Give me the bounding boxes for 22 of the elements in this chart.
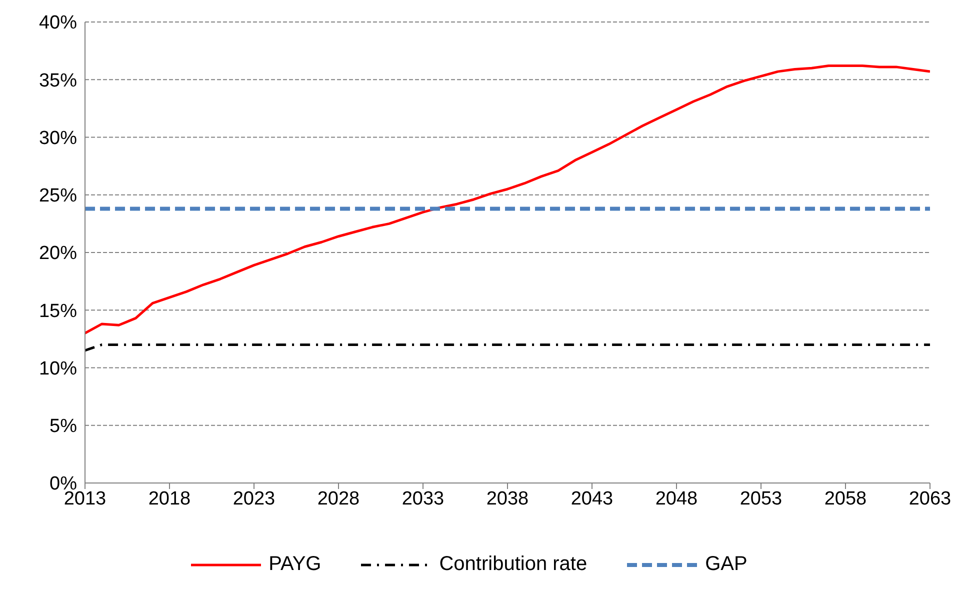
y-tick-label: 40% — [38, 12, 78, 34]
x-tick-label: 2023 — [232, 488, 276, 510]
x-tick-label: 2048 — [655, 488, 698, 510]
x-tick-label: 2058 — [824, 488, 867, 510]
y-tick-label: 5% — [50, 416, 78, 438]
x-tick-label: 2038 — [486, 488, 529, 510]
y-tick-label: 20% — [38, 243, 78, 264]
x-tick-label: 2028 — [317, 488, 360, 510]
x-tick-label: 2018 — [148, 488, 191, 510]
y-tick-label: 25% — [38, 186, 78, 207]
legend-label: PAYG — [268, 553, 322, 576]
y-tick-label: 30% — [38, 128, 78, 149]
y-tick-label: 15% — [38, 300, 78, 322]
x-tick-label: 2043 — [570, 488, 614, 510]
line-series — [85, 64, 930, 334]
x-tick-label: 2033 — [402, 488, 444, 510]
legend-label: Contribution rate — [439, 553, 588, 576]
y-tick-label: 10% — [38, 358, 78, 380]
y-tick-label: 35% — [38, 70, 78, 92]
x-tick-label: 2053 — [740, 488, 782, 510]
legend-label: GAP — [705, 553, 748, 576]
x-tick-label: 2063 — [908, 488, 952, 510]
